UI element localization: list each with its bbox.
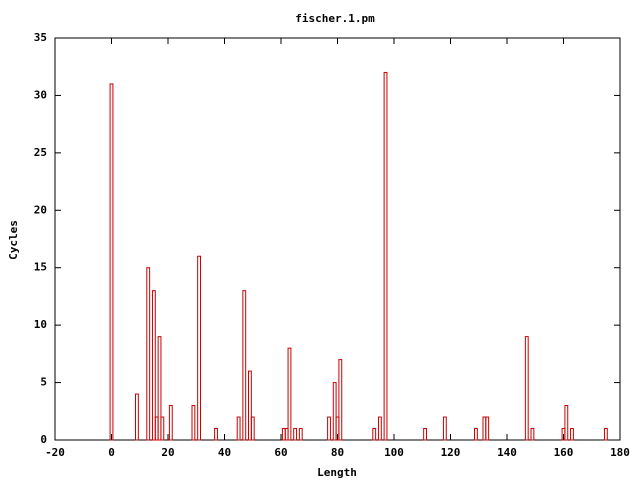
y-tick-label: 35: [34, 31, 47, 44]
bar: [338, 359, 343, 441]
bar: [332, 382, 337, 441]
y-tick-label: 20: [34, 203, 47, 216]
chart-title: fischer.1.pm: [295, 12, 375, 25]
bar: [570, 428, 574, 441]
y-tick-label: 10: [34, 318, 47, 331]
plot-frame: [54, 37, 621, 441]
bar: [383, 71, 388, 441]
bar: [168, 405, 173, 441]
x-tick-label: 60: [274, 446, 287, 459]
bar: [151, 290, 156, 441]
bar: [157, 336, 162, 441]
y-tick-label: 5: [40, 376, 47, 389]
y-tick-label: 0: [40, 433, 47, 446]
bar: [287, 347, 292, 441]
bar: [197, 255, 201, 441]
bar: [564, 405, 569, 441]
x-tick-label: 0: [108, 446, 115, 459]
bar: [423, 428, 427, 441]
bar: [250, 416, 255, 441]
bar: [242, 290, 247, 441]
bar: [530, 428, 535, 441]
bar: [372, 428, 377, 441]
x-tick-label: -20: [45, 446, 65, 459]
bar: [377, 416, 382, 441]
bar: [485, 416, 490, 441]
bar: [135, 393, 139, 441]
x-tick-label: 180: [610, 446, 630, 459]
bar: [236, 416, 241, 441]
bar: [160, 416, 165, 441]
x-tick-label: 20: [161, 446, 174, 459]
bar: [146, 267, 151, 441]
x-tick-label: 120: [441, 446, 461, 459]
bar: [248, 370, 252, 441]
bar: [442, 416, 447, 441]
bar: [603, 428, 608, 441]
bar: [109, 83, 114, 441]
x-tick-label: 160: [554, 446, 574, 459]
x-tick-label: 40: [218, 446, 231, 459]
y-tick-label: 30: [34, 88, 47, 101]
bar: [293, 428, 298, 441]
x-axis-label: Length: [317, 466, 357, 479]
y-tick-label: 25: [34, 146, 47, 159]
bar: [214, 428, 218, 441]
bar: [524, 336, 529, 441]
bar: [191, 405, 196, 441]
x-tick-label: 80: [331, 446, 344, 459]
bar: [474, 428, 478, 441]
bar: [327, 416, 331, 441]
y-axis-label: Cycles: [7, 220, 20, 260]
x-tick-label: 100: [384, 446, 404, 459]
x-tick-label: 140: [497, 446, 517, 459]
y-tick-label: 15: [34, 261, 47, 274]
bar: [298, 428, 303, 441]
